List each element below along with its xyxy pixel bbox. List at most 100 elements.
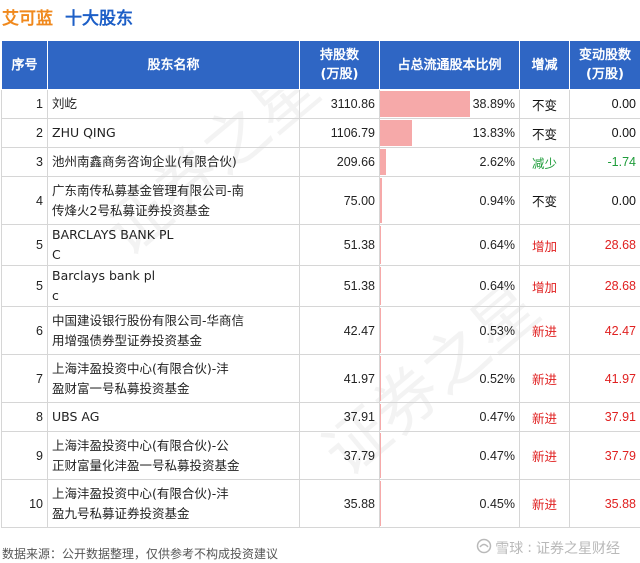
cell-change-status: 增加 <box>519 224 570 266</box>
ratio-bar <box>380 178 383 223</box>
cell-change-amount: 0.00 <box>569 176 640 225</box>
ratio-bar <box>380 356 382 401</box>
table-row: 2 ZHU QING 1106.79 13.83% 不变 0.00 <box>1 118 640 148</box>
table-row: 7 上海沣盈投资中心(有限合伙)-沣 盈财富一号私募投资基金 41.97 0.52% 新进… <box>1 354 640 403</box>
col-header-amount-line1: 变动股数 <box>578 48 631 63</box>
cell-change-amount: -1.74 <box>569 147 640 177</box>
cell-shares: 42.47 <box>299 306 380 355</box>
cell-holder-name: 池州南鑫商务咨询企业(有限合伙) <box>47 147 300 177</box>
cell-change-status: 不变 <box>519 89 570 119</box>
section-title: 十大股东 <box>65 8 133 29</box>
holder-name-line: 上海沣盈投资中心(有限合伙)-沣 <box>52 360 229 376</box>
cell-ratio: 0.47% <box>379 431 520 480</box>
cell-index: 10 <box>1 479 48 528</box>
holder-name-line: 刘屹 <box>52 96 78 111</box>
ratio-percent: 0.64% <box>479 238 515 252</box>
cell-shares: 209.66 <box>299 147 380 177</box>
brand-watermark: 雪球 : 证券之星财经 <box>476 538 620 558</box>
cell-change-amount: 37.91 <box>569 402 640 432</box>
cell-ratio: 13.83% <box>379 118 520 148</box>
holder-name-line: 广东南传私募基金管理有限公司-南 <box>52 182 245 198</box>
ratio-percent: 0.45% <box>479 496 515 511</box>
cell-change-amount: 37.79 <box>569 431 640 480</box>
cell-holder-name: UBS AG <box>47 402 300 432</box>
cell-index: 7 <box>1 354 48 403</box>
cell-holder-name: 上海沣盈投资中心(有限合伙)-沣 盈财富一号私募投资基金 <box>47 354 300 403</box>
table-row: 6 中国建设银行股份有限公司-华商信 用增强债券型证券投资基金 42.47 0.53% 新… <box>1 306 640 355</box>
cell-change-status: 增加 <box>519 265 570 307</box>
cell-index: 6 <box>1 306 48 355</box>
brand-left: 雪球 <box>495 541 524 557</box>
ratio-percent: 0.53% <box>479 323 515 338</box>
cell-change-amount: 28.68 <box>569 265 640 307</box>
data-source-note: 数据来源：公开数据整理，仅供参考不构成投资建议 <box>2 547 279 561</box>
cell-change-status: 新进 <box>519 431 570 480</box>
cell-holder-name: 上海沣盈投资中心(有限合伙)-沣 盈九号私募证券投资基金 <box>47 479 300 528</box>
holder-name-line: 传烽火2号私募证券投资基金 <box>52 202 210 218</box>
cell-index: 1 <box>1 89 48 119</box>
ratio-bar <box>380 267 382 305</box>
holder-name-line: BARCLAYS BANK PL <box>52 227 174 242</box>
cell-ratio: 0.94% <box>379 176 520 225</box>
cell-ratio: 0.64% <box>379 224 520 266</box>
table-header-row: 序号 股东名称 持股数 (万股) 占总流通股本比例 增减 变动股数 (万股) <box>1 40 640 90</box>
holder-name-line: C <box>52 247 61 262</box>
ratio-percent: 0.47% <box>479 410 515 424</box>
cell-shares: 1106.79 <box>299 118 380 148</box>
cell-ratio: 0.53% <box>379 306 520 355</box>
ratio-bar <box>380 433 382 478</box>
col-header-ratio: 占总流通股本比例 <box>379 40 520 90</box>
holder-name-line: UBS AG <box>52 409 100 424</box>
ratio-percent: 0.52% <box>479 371 515 386</box>
cell-holder-name: Barclays bank pl c <box>47 265 300 307</box>
shareholders-table: 序号 股东名称 持股数 (万股) 占总流通股本比例 增减 变动股数 (万股) 1… <box>1 40 640 528</box>
cell-shares: 51.38 <box>299 224 380 266</box>
col-header-shares-line1: 持股数 <box>319 48 359 63</box>
cell-shares: 41.97 <box>299 354 380 403</box>
cell-change-amount: 35.88 <box>569 479 640 528</box>
cell-shares: 37.79 <box>299 431 380 480</box>
table-row: 8 UBS AG 37.91 0.47% 新进 37.91 <box>1 402 640 432</box>
cell-shares: 75.00 <box>299 176 380 225</box>
col-header-name: 股东名称 <box>47 40 300 90</box>
cell-change-amount: 0.00 <box>569 89 640 119</box>
cell-ratio: 0.47% <box>379 402 520 432</box>
cell-holder-name: 刘屹 <box>47 89 300 119</box>
holder-name-line: 盈财富一号私募投资基金 <box>52 380 190 396</box>
cell-change-status: 不变 <box>519 176 570 225</box>
ratio-bar <box>380 91 470 117</box>
ratio-bar <box>380 308 382 353</box>
cell-index: 2 <box>1 118 48 148</box>
table-row: 1 刘屹 3110.86 38.89% 不变 0.00 <box>1 89 640 119</box>
cell-shares: 37.91 <box>299 402 380 432</box>
ratio-percent: 0.64% <box>479 279 515 293</box>
cell-ratio: 0.64% <box>379 265 520 307</box>
cell-ratio: 38.89% <box>379 89 520 119</box>
holder-name-line: 上海沣盈投资中心(有限合伙)-公 <box>52 437 229 453</box>
holder-name-line: 正财富量化沣盈一号私募投资基金 <box>52 457 240 473</box>
holder-name-line: 盈九号私募证券投资基金 <box>52 505 190 521</box>
table-row: 5 BARCLAYS BANK PL C 51.38 0.64% 增加 28.68 <box>1 224 640 266</box>
col-header-amount: 变动股数 (万股) <box>569 40 640 90</box>
cell-change-status: 不变 <box>519 118 570 148</box>
table-row: 5 Barclays bank pl c 51.38 0.64% 增加 28.68 <box>1 265 640 307</box>
ratio-bar <box>380 226 382 264</box>
col-header-shares: 持股数 (万股) <box>299 40 380 90</box>
holder-name-line: Barclays bank pl <box>52 268 156 283</box>
ratio-percent: 0.47% <box>479 448 515 463</box>
table-row: 10 上海沣盈投资中心(有限合伙)-沣 盈九号私募证券投资基金 35.88 0.45% 新… <box>1 479 640 528</box>
cell-change-amount: 42.47 <box>569 306 640 355</box>
col-header-index: 序号 <box>1 40 48 90</box>
cell-holder-name: BARCLAYS BANK PL C <box>47 224 300 266</box>
cell-shares: 35.88 <box>299 479 380 528</box>
holder-name-line: 池州南鑫商务咨询企业(有限合伙) <box>52 154 237 169</box>
cell-change-amount: 28.68 <box>569 224 640 266</box>
holder-name-line: 上海沣盈投资中心(有限合伙)-沣 <box>52 485 229 501</box>
cell-change-status: 减少 <box>519 147 570 177</box>
col-header-change: 增减 <box>519 40 570 90</box>
cell-index: 8 <box>1 402 48 432</box>
cell-change-status: 新进 <box>519 306 570 355</box>
table-row: 3 池州南鑫商务咨询企业(有限合伙) 209.66 2.62% 减少 -1.74 <box>1 147 640 177</box>
cell-ratio: 0.52% <box>379 354 520 403</box>
ratio-percent: 13.83% <box>472 126 515 140</box>
